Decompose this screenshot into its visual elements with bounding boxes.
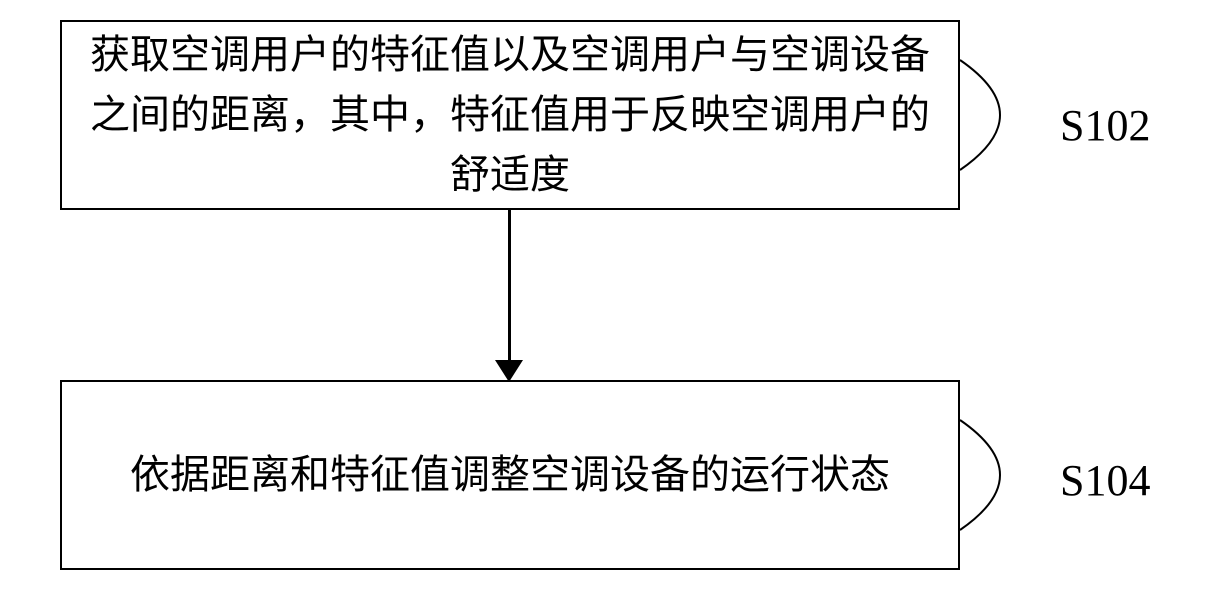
node-text: 依据距离和特征值调整空调设备的运行状态 (130, 445, 890, 505)
node-text: 获取空调用户的特征值以及空调用户与空调设备之间的距离，其中，特征值用于反映空调用… (82, 25, 938, 205)
edge-step1-step2 (508, 210, 511, 365)
node-label-step1: S102 (1060, 100, 1150, 151)
flowchart-node-step2: 依据距离和特征值调整空调设备的运行状态 (60, 380, 960, 570)
arrowhead-icon (495, 360, 523, 382)
node-label-step2: S104 (1060, 455, 1150, 506)
flowchart-node-step1: 获取空调用户的特征值以及空调用户与空调设备之间的距离，其中，特征值用于反映空调用… (60, 20, 960, 210)
flowchart-canvas: 获取空调用户的特征值以及空调用户与空调设备之间的距离，其中，特征值用于反映空调用… (0, 0, 1222, 605)
